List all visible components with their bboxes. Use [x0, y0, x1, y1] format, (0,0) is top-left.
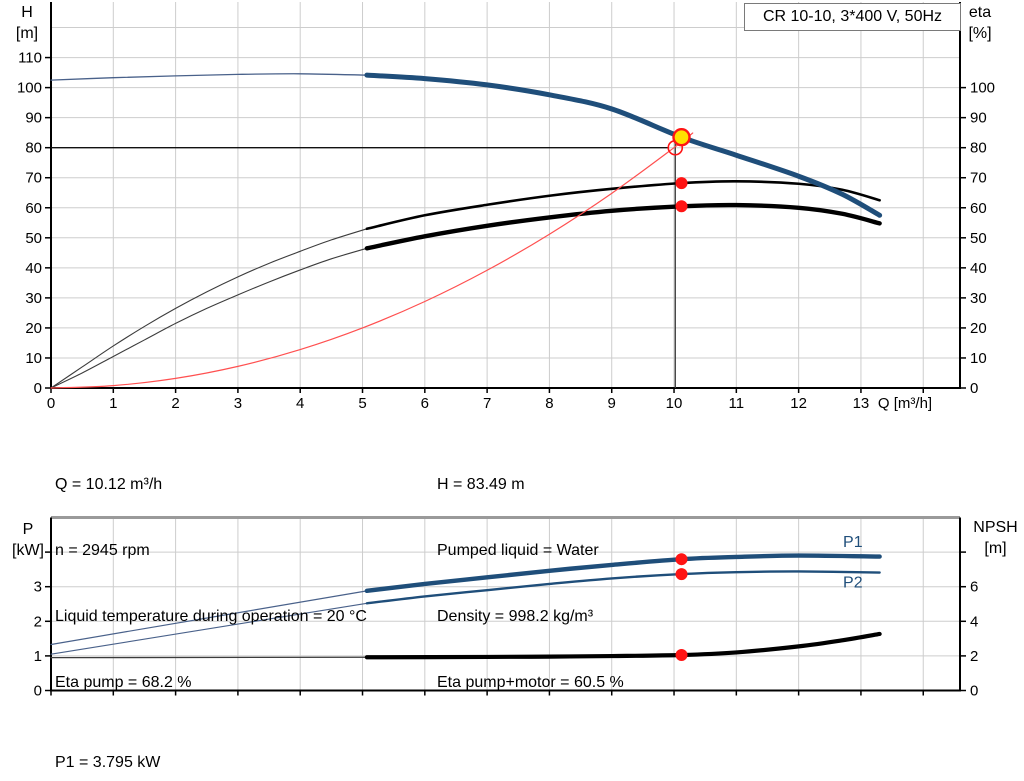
y-left-tick-label: 1 [34, 648, 42, 665]
y-left-tick-label: 100 [17, 80, 42, 97]
duty-info-left: Q = 10.12 m³/h n = 2945 rpm Liquid tempe… [55, 430, 367, 738]
y-left-tick-label: 20 [25, 320, 42, 337]
y-right-tick-label: 6 [970, 579, 978, 596]
info-speed: n = 2945 rpm [55, 542, 150, 559]
curve-eta-pump-motor [364, 202, 882, 251]
y-right-tick-label: 0 [970, 683, 978, 700]
y-right-tick-label: 90 [970, 110, 987, 127]
info-flow: Q = 10.12 m³/h [55, 476, 163, 493]
axis-title-head: H [m] [15, 4, 39, 42]
curve-label-p1: P1 [843, 534, 863, 551]
npsh-point-marker [675, 649, 688, 662]
axis-title-npsh: NPSH [m] [973, 519, 1018, 557]
x-tick-label: 8 [545, 395, 553, 412]
y-right-tick-label: 100 [970, 80, 995, 97]
x-tick-label: 3 [234, 395, 242, 412]
x-tick-label: 12 [790, 395, 807, 412]
x-axis-unit-label: Q [m³/h] [878, 395, 932, 412]
info-head: H = 83.49 m [437, 476, 525, 493]
pump-title: CR 10-10, 3*400 V, 50Hz [762, 8, 943, 25]
y-right-tick-label: 2 [970, 648, 978, 665]
curve-head-curve [364, 72, 883, 218]
curve-p2 [365, 570, 881, 605]
y-left-tick-label: 80 [25, 140, 42, 157]
duty-point-marker [672, 128, 691, 147]
x-tick-label: 6 [421, 395, 429, 412]
info-liquid-temp: Liquid temperature during operation = 20… [55, 608, 367, 625]
x-tick-label: 9 [608, 395, 616, 412]
y-left-tick-label: 2 [34, 613, 42, 630]
y-left-tick-label: 0 [34, 683, 42, 700]
y-left-tick-label: 30 [25, 290, 42, 307]
y-left-tick-label: 0 [34, 380, 42, 397]
curve-p2-thin [50, 602, 368, 655]
x-tick-label: 0 [47, 395, 55, 412]
y-left-tick-label: 3 [34, 579, 42, 596]
x-tick-label: 10 [666, 395, 683, 412]
y-right-tick-label: 40 [970, 260, 987, 277]
x-tick-label: 2 [171, 395, 179, 412]
x-tick-label: 1 [109, 395, 117, 412]
y-left-tick-label: 10 [25, 350, 42, 367]
info-pumped-liquid: Pumped liquid = Water [437, 542, 599, 559]
p2-point-marker [675, 568, 688, 581]
curve-eta-pump-motor-thin [50, 247, 368, 389]
info-eta-pump: Eta pump = 68.2 % [55, 674, 192, 691]
pump-title-box: CR 10-10, 3*400 V, 50Hz [744, 3, 961, 31]
y-right-tick-label: 4 [970, 613, 978, 630]
eta-pump-motor-point-marker [675, 200, 688, 213]
y-right-tick-label: 0 [970, 380, 978, 397]
curve-head-curve-thin [50, 73, 368, 81]
y-right-tick-label: 50 [970, 230, 987, 247]
y-right-tick-label: 10 [970, 350, 987, 367]
y-left-tick-label: 60 [25, 200, 42, 217]
y-left-tick-label: 50 [25, 230, 42, 247]
curve-p1-thin [50, 590, 368, 646]
p1-point-marker [675, 553, 688, 566]
curve-npsh [364, 631, 882, 660]
x-tick-label: 4 [296, 395, 304, 412]
curve-label-p2: P2 [843, 574, 863, 591]
duty-info-right: H = 83.49 m Pumped liquid = Water Densit… [437, 430, 624, 738]
y-right-tick-label: 80 [970, 140, 987, 157]
info-eta-pump-motor: Eta pump+motor = 60.5 % [437, 674, 624, 691]
y-right-tick-label: 20 [970, 320, 987, 337]
x-tick-label: 5 [358, 395, 366, 412]
curve-system-curve [50, 132, 694, 389]
power-info: P1 = 3.795 kW P2 = 3.365 kW NPSH = 2.05 … [55, 708, 167, 781]
info-p1: P1 = 3.795 kW [55, 754, 161, 771]
x-tick-label: 13 [853, 395, 870, 412]
y-right-tick-label: 60 [970, 200, 987, 217]
axis-title-eta: eta [%] [968, 4, 992, 42]
y-left-tick-label: 90 [25, 110, 42, 127]
y-right-tick-label: 30 [970, 290, 987, 307]
y-left-tick-label: 40 [25, 260, 42, 277]
curve-eta-pump-thin [50, 228, 368, 389]
info-density: Density = 998.2 kg/m³ [437, 608, 594, 625]
curve-eta-pump [365, 180, 881, 231]
x-tick-label: 11 [729, 395, 745, 412]
x-tick-label: 7 [483, 395, 491, 412]
axis-title-power: P [kW] [12, 521, 44, 559]
curve-p1 [364, 553, 882, 594]
y-right-tick-label: 70 [970, 170, 987, 187]
eta-pump-point-marker [675, 177, 688, 190]
y-left-tick-label: 70 [25, 170, 42, 187]
y-left-tick-label: 110 [18, 50, 42, 67]
